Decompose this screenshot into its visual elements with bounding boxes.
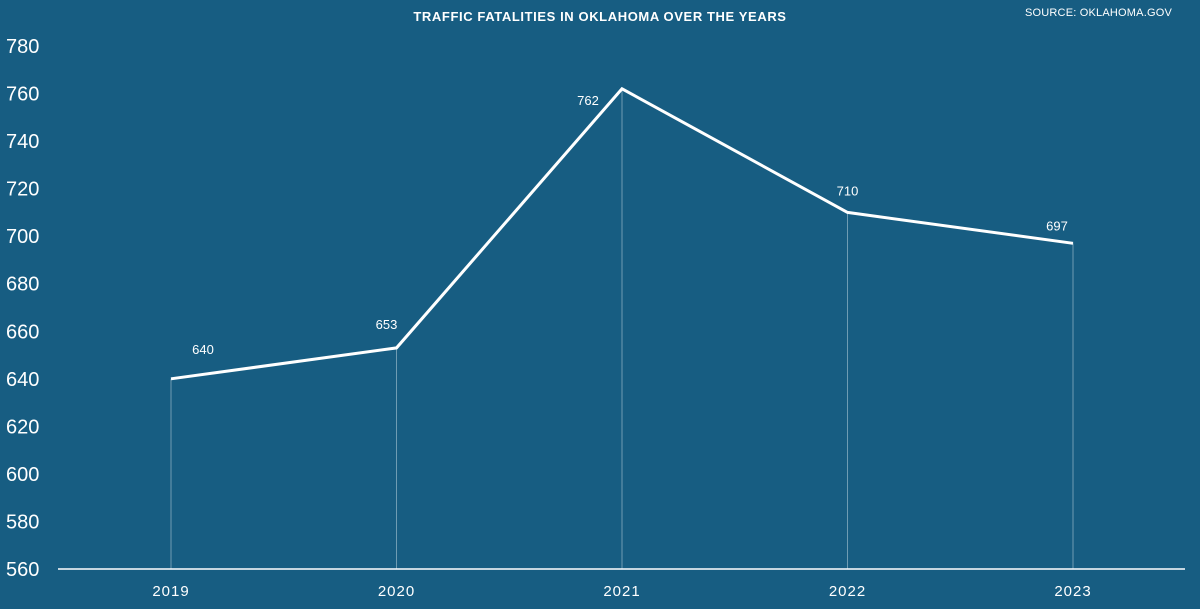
y-tick-label: 620 bbox=[6, 416, 39, 438]
x-tick-label: 2023 bbox=[1054, 583, 1091, 600]
y-tick-label: 780 bbox=[6, 36, 39, 58]
x-tick-label: 2021 bbox=[603, 583, 640, 600]
data-label: 697 bbox=[1046, 218, 1068, 233]
data-label: 762 bbox=[577, 93, 599, 108]
x-tick-label: 2019 bbox=[152, 583, 189, 600]
series-line bbox=[170, 86, 1074, 381]
y-tick-label: 660 bbox=[6, 321, 39, 343]
y-tick-label: 760 bbox=[6, 84, 39, 106]
y-tick-label: 560 bbox=[6, 559, 39, 581]
y-tick-label: 680 bbox=[6, 274, 39, 296]
source-label: SOURCE: OKLAHOMA.GOV bbox=[1024, 7, 1172, 19]
y-tick-label: 640 bbox=[6, 369, 39, 391]
data-label: 653 bbox=[376, 317, 398, 332]
y-tick-label: 720 bbox=[6, 179, 39, 201]
x-tick-label: 2022 bbox=[829, 583, 866, 600]
chart-title: TRAFFIC FATALITIES IN OKLAHOMA OVER THE … bbox=[413, 9, 787, 24]
y-tick-label: 600 bbox=[6, 464, 39, 486]
data-label: 710 bbox=[837, 183, 859, 198]
data-label: 640 bbox=[192, 342, 214, 357]
x-tick-label: 2020 bbox=[378, 583, 415, 600]
y-tick-label: 740 bbox=[6, 131, 39, 153]
y-tick-label: 700 bbox=[6, 226, 39, 248]
y-tick-label: 580 bbox=[6, 511, 39, 533]
